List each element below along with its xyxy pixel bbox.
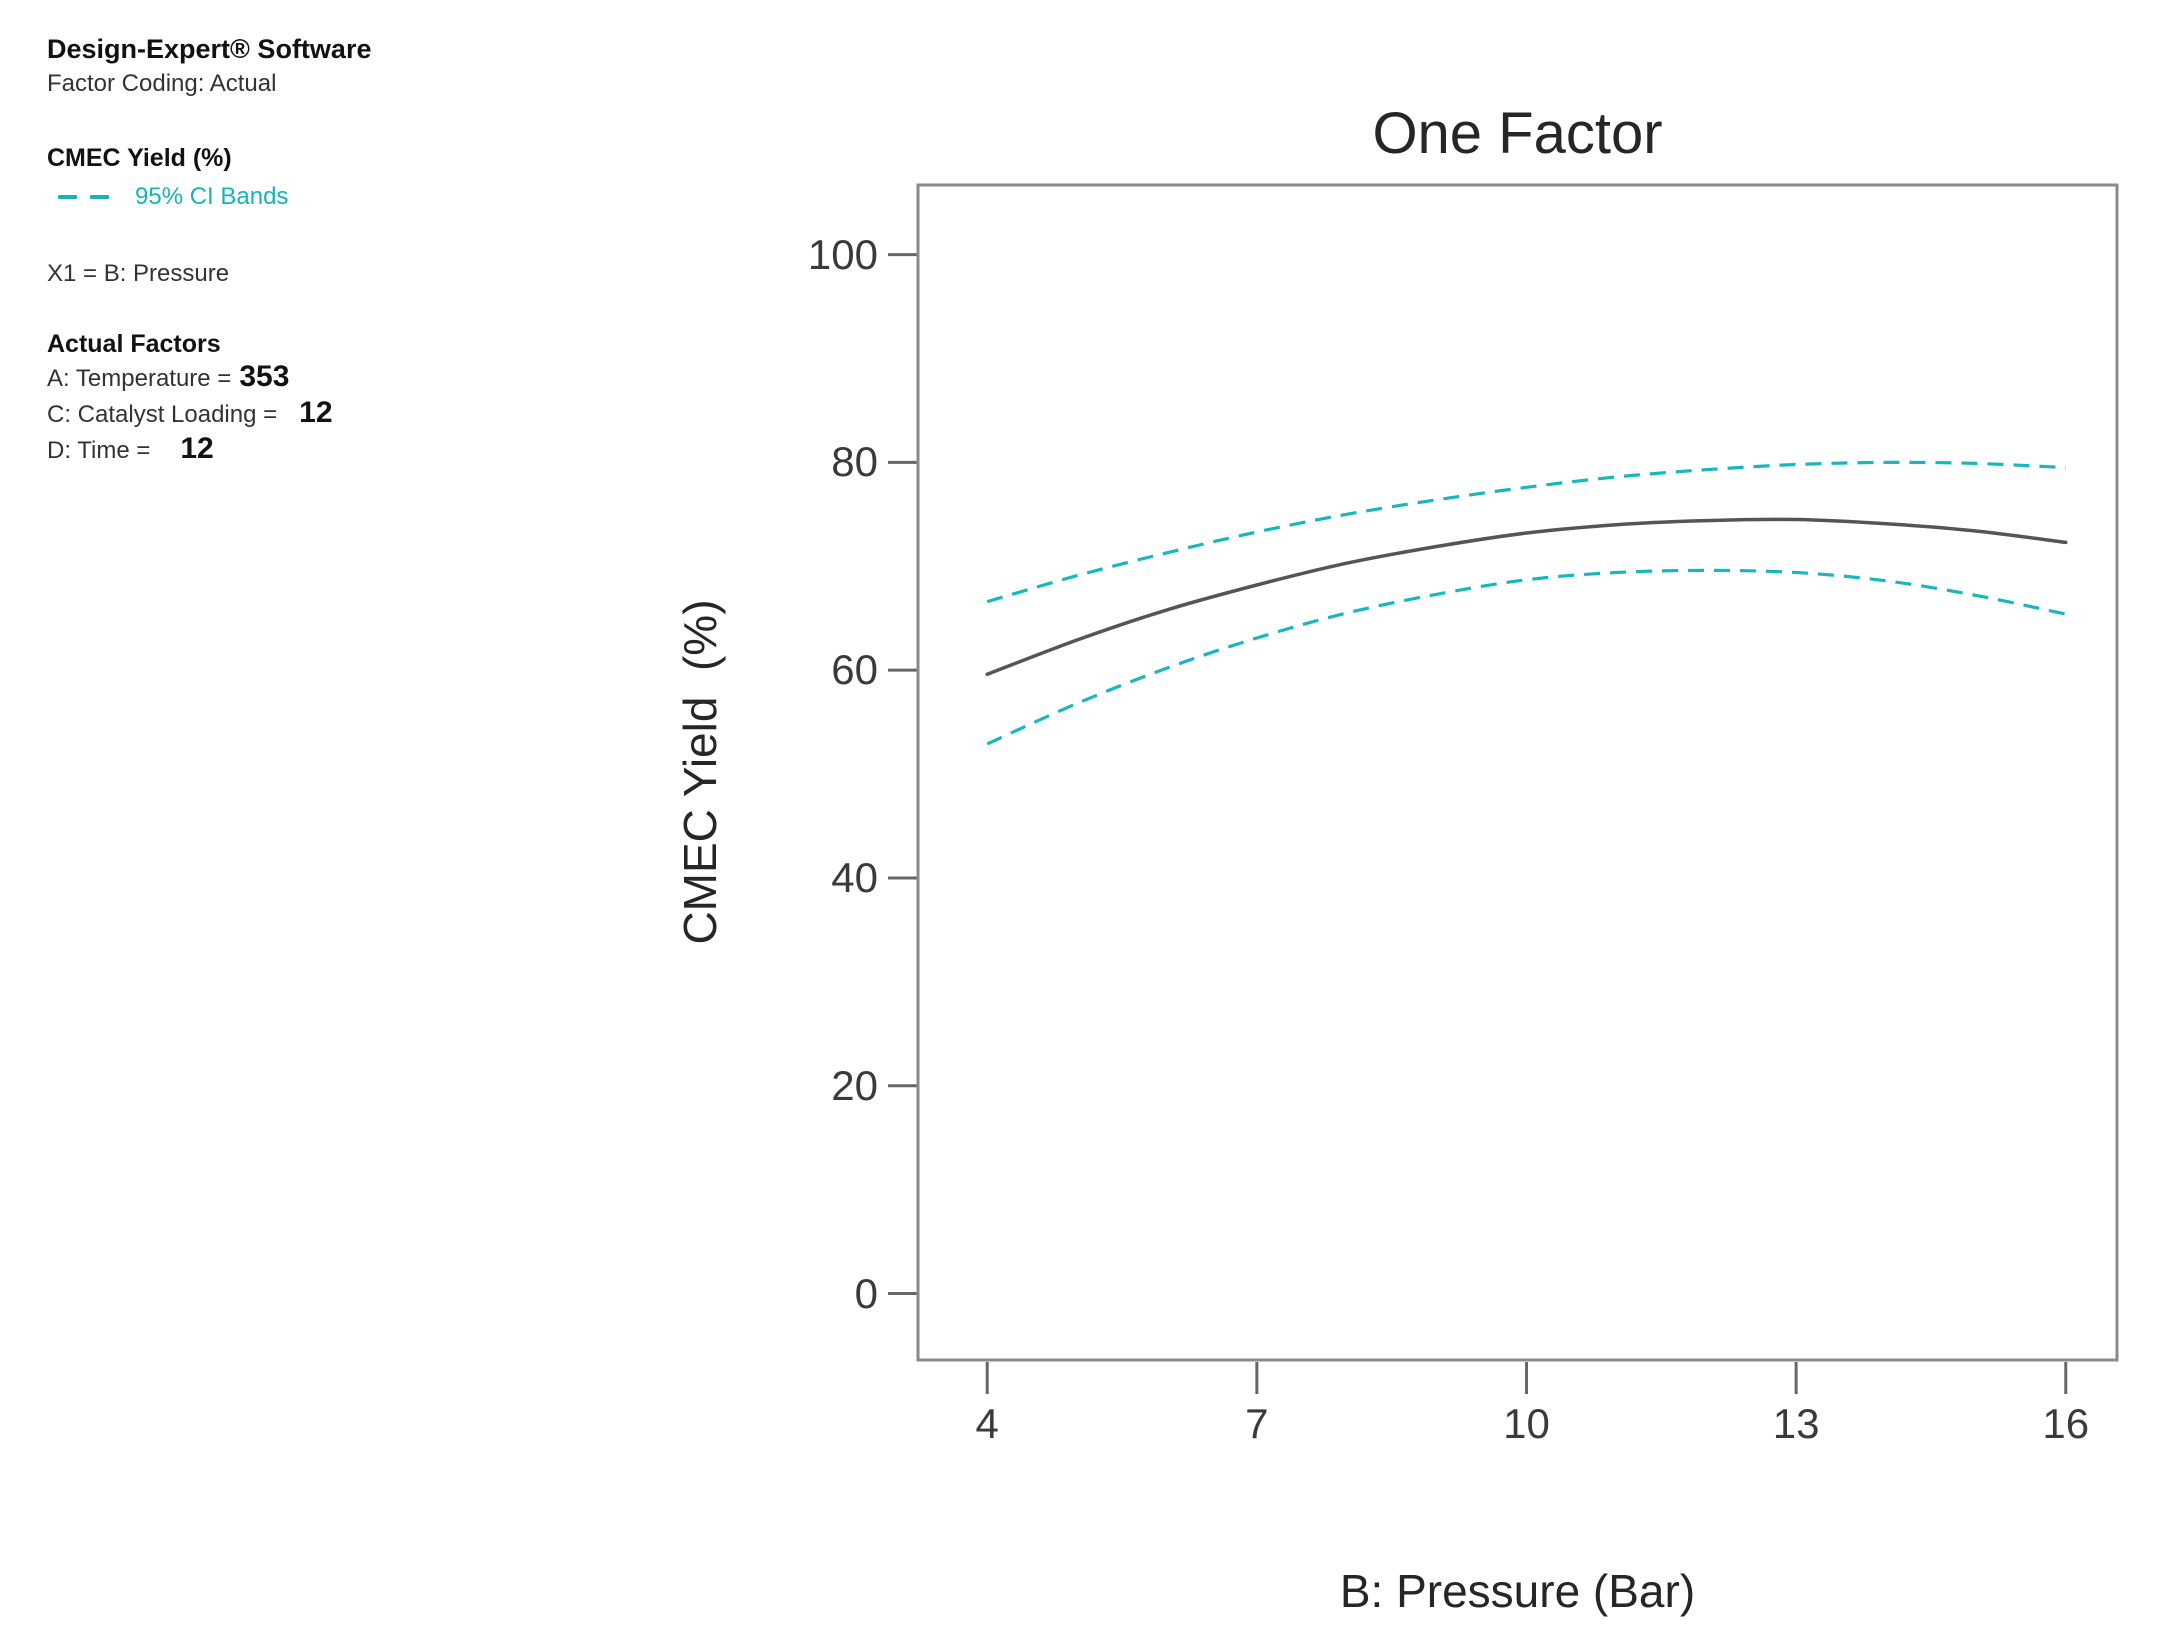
ytick-label-4: 80 [831,438,878,486]
ytick-label-2: 40 [831,853,878,901]
y-axis-label: CMEC Yield (%) [674,599,726,945]
ci-legend-label: 95% CI Bands [135,183,289,210]
xtick-label-3: 13 [1772,1400,1820,1447]
tick-marks [888,253,2068,1394]
plot-frame [916,183,2119,1362]
ci-lower-curve [986,568,2067,746]
factor-value: 12 [299,396,333,429]
x-axis-label: B: Pressure (Bar) [1339,1565,1696,1617]
actual-factors-title: Actual Factors [47,330,221,358]
ytick-label-0: 0 [854,1269,878,1317]
xtick-label-4: 16 [2042,1400,2090,1447]
ytick-label-3: 60 [831,646,878,694]
x1-assignment: X1 = B: Pressure [47,260,230,287]
ci-dash-icon [58,195,77,199]
factor-label: A: Temperature = [47,365,232,392]
factor-line-d: D: Time = 12 [47,432,607,468]
xtick-label-2: 10 [1503,1400,1550,1447]
xtick-label-1: 7 [1245,1400,1269,1447]
factor-line-a: A: Temperature = 353 [47,360,607,396]
ci-upper-curve [986,460,2066,604]
response-name: CMEC Yield (%) [47,144,232,172]
info-panel: Design-Expert® Software Factor Coding: A… [47,33,607,468]
factor-coding: Factor Coding: Actual [47,70,277,97]
factor-label: D: Time = [47,437,151,464]
factor-value: 353 [239,360,290,393]
factor-line-c: C: Catalyst Loading = 12 [47,396,607,432]
ci-dash-icon [90,195,109,199]
factor-label: C: Catalyst Loading = [47,401,278,428]
ytick-label-5: 100 [807,230,878,278]
ci-legend: 95% CI Bands [47,183,607,211]
xtick-label-0: 4 [975,1400,999,1447]
chart-title: One Factor [1372,101,1663,166]
mean-curve [985,517,2068,677]
ytick-label-1: 20 [831,1061,878,1109]
app-title: Design-Expert® Software [47,34,372,64]
factor-value: 12 [180,432,214,465]
